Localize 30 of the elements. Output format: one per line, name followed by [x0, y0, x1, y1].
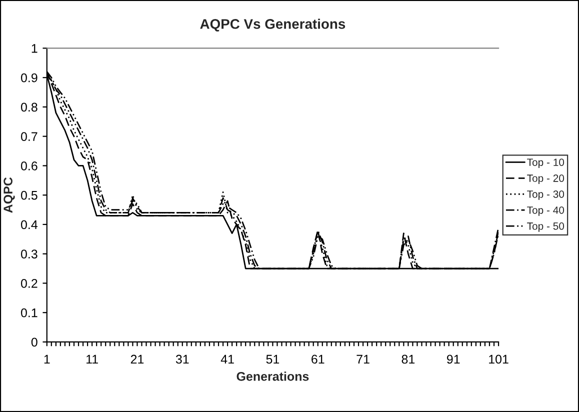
- legend-label: Top - 10: [527, 158, 564, 168]
- x-tick-label: 41: [220, 354, 234, 364]
- x-tick-label: 81: [402, 354, 415, 364]
- legend-label: Top - 20: [527, 174, 564, 184]
- x-tick-label: 91: [446, 354, 460, 364]
- legend-label: Top - 30: [527, 190, 564, 200]
- x-tick-label: 61: [312, 354, 324, 364]
- x-axis-title: Generations: [236, 372, 309, 381]
- legend-label: Top - 50: [527, 222, 564, 232]
- y-tick-label: 0: [31, 338, 38, 347]
- y-tick-label: 0.7: [20, 132, 38, 141]
- y-tick-label: 0.1: [20, 308, 38, 318]
- x-tick-label: 21: [130, 354, 144, 364]
- y-tick-label: 0.9: [20, 73, 38, 82]
- y-tick-label: 0.8: [20, 102, 38, 112]
- y-tick-label: 0.2: [20, 279, 38, 288]
- x-tick-label: 11: [86, 354, 98, 364]
- y-tick-label: 1: [32, 44, 38, 53]
- x-tick-label: 1: [44, 354, 50, 364]
- x-tick-label: 71: [356, 354, 370, 364]
- x-tick-label: 101: [489, 354, 508, 364]
- y-tick-label: 0.6: [20, 162, 38, 170]
- y-axis-title: AQPC: [4, 177, 15, 213]
- chart-title: AQPC Vs Generations: [200, 18, 346, 32]
- x-tick-label: 51: [266, 354, 280, 364]
- y-tick-label: 0.5: [20, 190, 38, 200]
- y-tick-label: 0.3: [20, 250, 38, 258]
- legend-label: Top - 40: [527, 206, 564, 216]
- x-tick-label: 31: [176, 354, 189, 364]
- y-tick-label: 0.4: [20, 220, 38, 230]
